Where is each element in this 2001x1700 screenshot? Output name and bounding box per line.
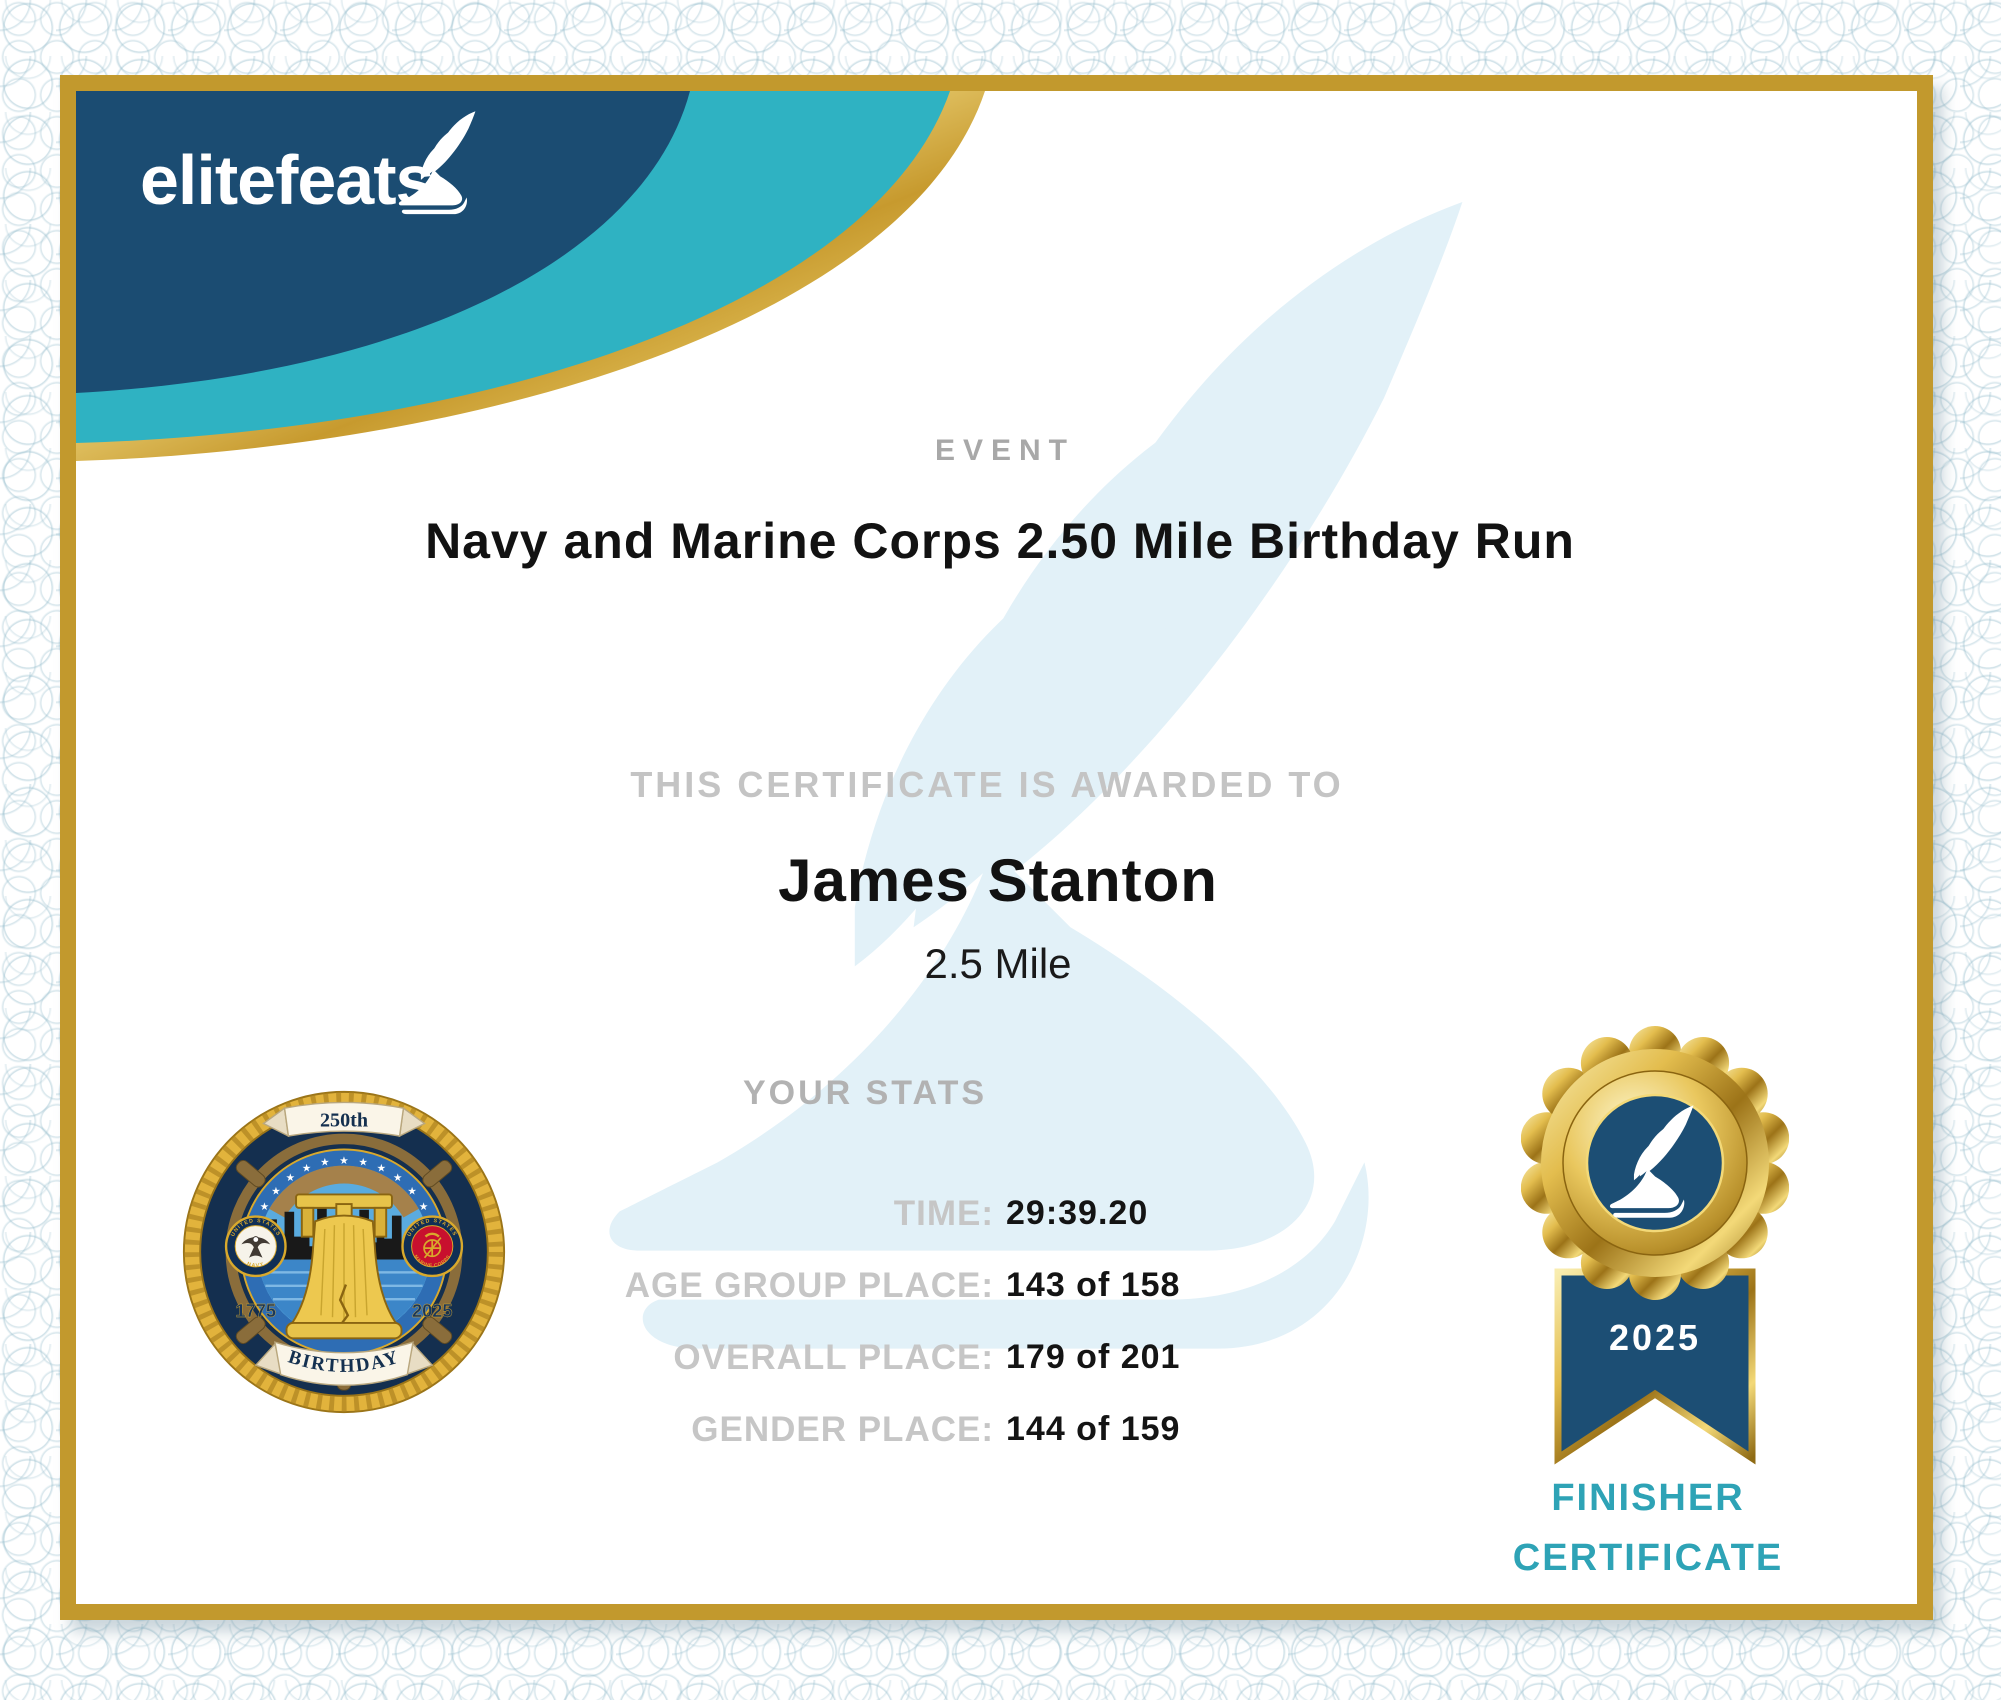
stats-heading: YOUR STATS — [742, 1074, 988, 1112]
svg-text:★: ★ — [320, 1157, 330, 1169]
us-marine-corps-seal: UNITED STATES MARINE CORPS — [401, 1215, 464, 1278]
star-arc: ★★★ ★ ★ ★ ★ ★★ ★★ — [260, 1155, 429, 1213]
medallion-gold-arch — [269, 1165, 419, 1218]
stat-label-gender-place: GENDER PLACE: — [691, 1410, 994, 1449]
stat-row-gender-place: GENDER PLACE: 144 of 159 — [0, 1410, 2001, 1454]
race-division: 2.5 Mile — [924, 940, 1072, 987]
header-swoosh — [76, 91, 985, 461]
stat-value-gender-place: 144 of 159 — [1006, 1410, 1181, 1448]
svg-text:★: ★ — [407, 1185, 417, 1197]
stat-label-overall-place: OVERALL PLACE: — [673, 1338, 994, 1377]
liberty-bell — [285, 1193, 403, 1340]
stat-row-age-group-place: AGE GROUP PLACE: 143 of 158 — [0, 1266, 2001, 1310]
svg-text:★: ★ — [358, 1157, 368, 1169]
svg-text:NAVY: NAVY — [246, 1261, 266, 1269]
navy-swoosh-shape — [76, 91, 690, 393]
medallion-year-end: 2025 — [412, 1301, 453, 1321]
svg-text:★: ★ — [302, 1162, 312, 1174]
finisher-badge: 2025 — [1521, 1026, 1789, 1465]
navy-marine-250th-medallion: ★★★ ★ ★ ★ ★ ★★ ★★ — [182, 1090, 506, 1414]
elitefeats-logo-text: elitefeats — [140, 141, 434, 219]
svg-text:★: ★ — [419, 1201, 429, 1213]
stat-value-time: 29:39.20 — [1006, 1194, 1149, 1232]
badge-rosette — [1521, 1026, 1789, 1300]
us-navy-seal: UNITED STATES NAVY — [224, 1215, 287, 1278]
svg-text:★: ★ — [339, 1155, 349, 1167]
stat-value-age-group-place: 143 of 158 — [1006, 1266, 1181, 1304]
badge-ribbon: 2025 — [1554, 1268, 1756, 1465]
stat-label-time: TIME: — [893, 1194, 994, 1233]
event-title: Navy and Marine Corps 2.50 Mile Birthday… — [425, 513, 1575, 569]
badge-year: 2025 — [1609, 1317, 1701, 1358]
stat-row-time: TIME: 29:39.20 — [0, 1194, 2001, 1238]
award-intro-label: THIS CERTIFICATE IS AWARDED TO — [630, 764, 1344, 805]
navy-eagle — [241, 1236, 271, 1258]
stat-row-overall-place: OVERALL PLACE: 179 of 201 — [0, 1338, 2001, 1382]
badge-caption-line1: FINISHER — [1551, 1477, 1745, 1519]
navy-seal-bottom-text: NAVY — [246, 1261, 265, 1269]
svg-text:★: ★ — [393, 1172, 403, 1184]
stat-label-age-group-place: AGE GROUP PLACE: — [624, 1266, 994, 1305]
winged-foot-icon — [398, 108, 486, 220]
event-label: EVENT — [934, 434, 1076, 467]
svg-text:★: ★ — [377, 1162, 387, 1174]
recipient-name: James Stanton — [778, 847, 1218, 914]
svg-text:★: ★ — [271, 1185, 281, 1197]
medallion-rope-twist — [183, 1091, 505, 1413]
medallion-year-start: 1775 — [236, 1301, 277, 1321]
stat-value-overall-place: 179 of 201 — [1006, 1338, 1181, 1376]
elitefeats-logo: elitefeats — [140, 140, 433, 220]
svg-text:★: ★ — [260, 1201, 270, 1213]
svg-text:★: ★ — [286, 1172, 296, 1184]
anniversary-text: 250th — [320, 1109, 368, 1131]
eagle-globe-anchor — [423, 1232, 442, 1259]
anniversary-banner: 250th — [262, 1101, 426, 1138]
badge-caption-line2: CERTIFICATE — [1512, 1537, 1784, 1579]
